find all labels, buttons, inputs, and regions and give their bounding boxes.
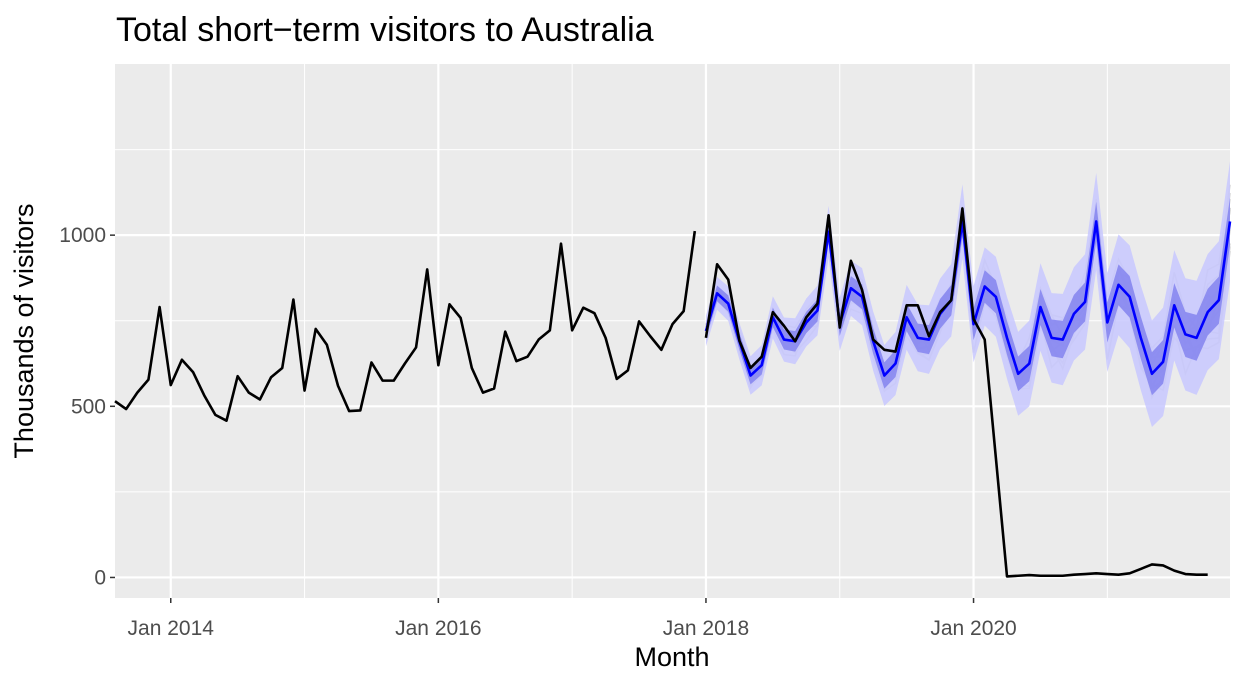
x-tick-label: Jan 2014 — [128, 617, 215, 640]
y-tick-label: 0 — [94, 566, 106, 589]
y-axis-title: Thousands of visitors — [9, 203, 39, 458]
x-tick-label: Jan 2020 — [930, 617, 1016, 640]
observed-line-2 — [704, 207, 1208, 578]
y-tick-label: 500 — [71, 395, 106, 418]
x-axis-title: Month — [634, 642, 709, 672]
series-lines — [114, 207, 1232, 578]
y-tick-label: 1000 — [59, 224, 106, 247]
x-tick-label: Jan 2018 — [663, 617, 749, 640]
chart-title: Total short−term visitors to Australia — [116, 11, 654, 49]
observed-line-1 — [114, 230, 697, 422]
axis-ticks: Jan 2014 Jan 2016 Jan 2018 Jan 2020 0 500 1000 — [59, 224, 1016, 640]
x-tick-label: Jan 2016 — [395, 617, 481, 640]
